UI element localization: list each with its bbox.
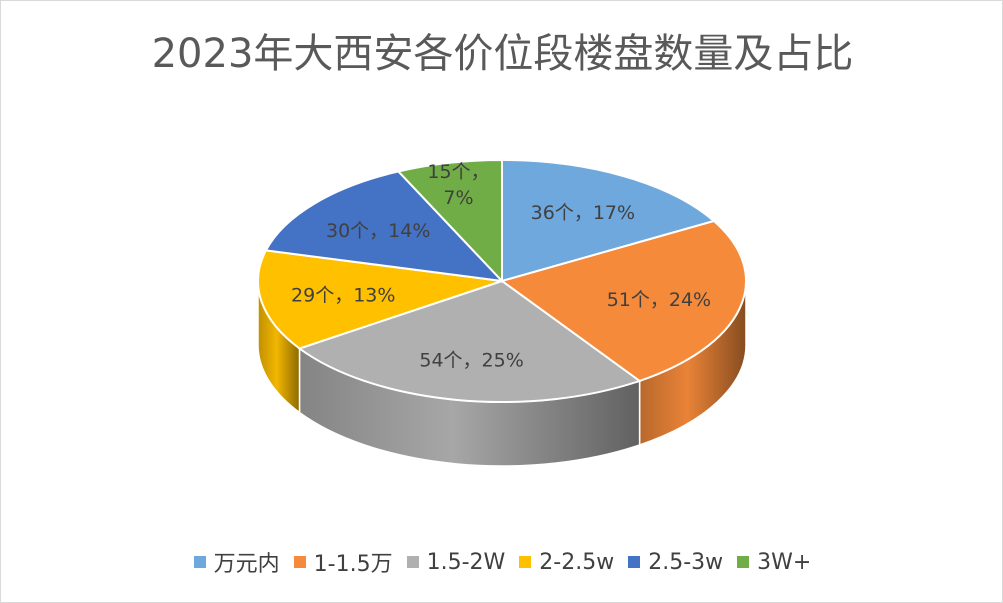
legend-swatch-3 bbox=[519, 556, 532, 568]
pie-slice-2 bbox=[297, 279, 642, 403]
legend-label-5: 3W+ bbox=[757, 549, 812, 575]
data-label-1: 51个，24% bbox=[607, 289, 711, 311]
data-label-5: 15个， 7% bbox=[427, 161, 489, 209]
legend-swatch-4 bbox=[628, 556, 641, 568]
legend-label-2: 1.5-2W bbox=[426, 549, 506, 575]
legend-item-1: 1-1.5万 bbox=[293, 546, 393, 578]
data-label-2: 54个，25% bbox=[419, 349, 523, 371]
legend-label-3: 2-2.5w bbox=[539, 549, 615, 575]
pie-slice-0 bbox=[501, 158, 716, 283]
data-label-4: 30个，14% bbox=[326, 220, 430, 242]
legend-label-0: 万元内 bbox=[213, 552, 280, 577]
legend-item-3: 2-2.5w bbox=[519, 550, 614, 575]
data-label-3: 29个，13% bbox=[291, 284, 395, 306]
legend-swatch-5 bbox=[737, 556, 750, 568]
legend-item-0: 万元内 bbox=[193, 546, 280, 578]
chart-legend: 万元内 1-1.5万 1.5-2W 2-2.5w 2.5-3w 3W+ bbox=[1, 546, 1002, 578]
pie-slice-4 bbox=[264, 170, 505, 283]
legend-label-1: 1-1.5万 bbox=[313, 552, 393, 577]
pie-slice-3 bbox=[257, 249, 503, 350]
chart-title: 2023年大西安各价位段楼盘数量及占比 bbox=[151, 31, 854, 77]
pie-side-walls bbox=[257, 280, 747, 467]
data-label-0: 36个，17% bbox=[531, 202, 635, 224]
legend-swatch-0 bbox=[193, 556, 206, 568]
pie-data-labels: 36个，17% 51个，24% 54个，25% 29个，13% 30个，14% 15个， 7… bbox=[291, 161, 711, 371]
legend-swatch-2 bbox=[406, 556, 419, 568]
legend-item-2: 1.5-2W bbox=[406, 549, 506, 575]
legend-item-5: 3W+ bbox=[737, 550, 811, 575]
legend-swatch-1 bbox=[293, 556, 306, 568]
pie-slice-5 bbox=[396, 158, 503, 284]
legend-item-4: 2.5-3w bbox=[628, 550, 723, 575]
pie-top bbox=[257, 158, 747, 403]
legend-label-4: 2.5-3w bbox=[648, 549, 724, 575]
pie-slice-1 bbox=[499, 219, 747, 383]
